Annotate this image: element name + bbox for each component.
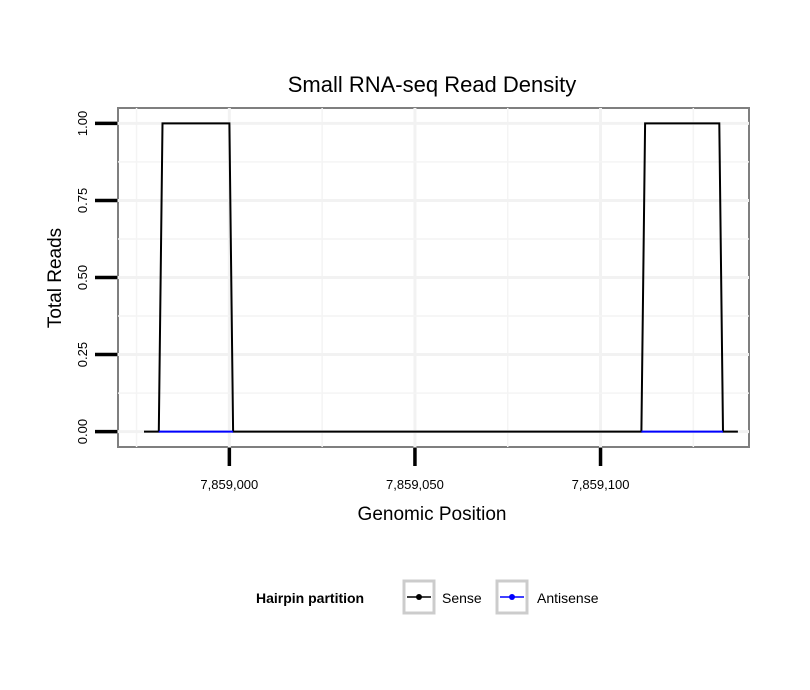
y-tick-label: 0.50 — [75, 265, 90, 290]
series-layer — [144, 122, 738, 433]
chart-title: Small RNA-seq Read Density — [288, 72, 577, 97]
x-axis-title: Genomic Position — [358, 504, 507, 525]
legend-label-antisense: Antisense — [537, 590, 599, 606]
legend-item-sense: Sense — [402, 579, 482, 615]
x-tick-label: 7,859,100 — [572, 477, 630, 492]
legend-point-sense — [416, 594, 422, 600]
legend-label-sense: Sense — [442, 590, 482, 606]
legend-title: Hairpin partition — [256, 590, 364, 606]
legend-item-antisense: Antisense — [495, 579, 599, 615]
legend: Hairpin partition Sense Antisense — [256, 579, 599, 615]
y-tick-label: 0.25 — [75, 342, 90, 367]
x-tick-label: 7,859,000 — [200, 477, 258, 492]
y-axis-title: Total Reads — [45, 228, 66, 328]
y-tick-label: 0.00 — [75, 419, 90, 444]
x-tick-label: 7,859,050 — [386, 477, 444, 492]
y-tick-label: 1.00 — [75, 111, 90, 136]
axes: 7,859,000 7,859,050 7,859,100 0.00 0.25 0.50 0… — [75, 111, 629, 492]
legend-point-antisense — [509, 594, 515, 600]
series-line-sense — [144, 122, 738, 433]
y-tick-label: 0.75 — [75, 188, 90, 213]
